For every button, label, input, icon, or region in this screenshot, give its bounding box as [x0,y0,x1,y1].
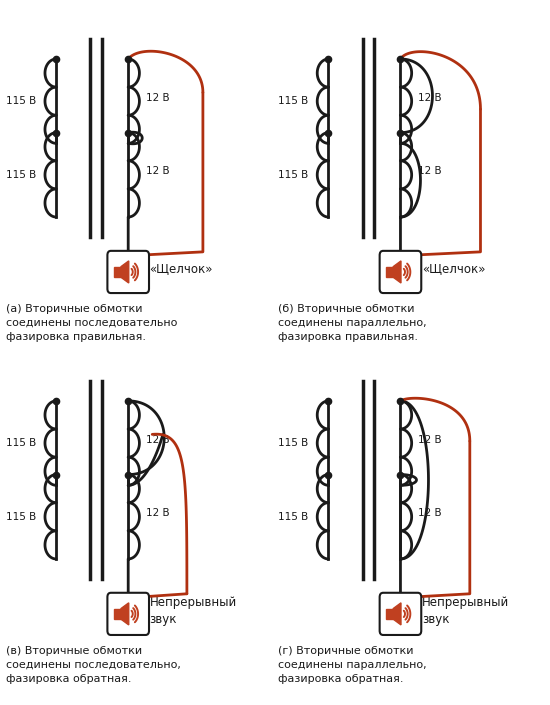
FancyBboxPatch shape [379,251,421,293]
Text: 12 В: 12 В [418,93,442,103]
Text: (б) Вторичные обмотки
соединены параллельно,
фазировка правильная.: (б) Вторичные обмотки соединены параллел… [278,304,426,342]
Polygon shape [121,603,129,625]
FancyBboxPatch shape [107,251,149,293]
Text: 115 В: 115 В [278,512,308,522]
Text: Непрерывный
звук: Непрерывный звук [150,596,237,625]
Polygon shape [393,261,401,283]
Text: 12 В: 12 В [146,508,169,518]
Text: (а) Вторичные обмотки
соединены последовательно
фазировка правильная.: (а) Вторичные обмотки соединены последов… [6,304,177,342]
Text: 12 В: 12 В [418,508,442,518]
Text: 12 В: 12 В [146,166,169,176]
Text: «Щелчок»: «Щелчок» [150,262,213,275]
Polygon shape [121,261,129,283]
Text: 12 В: 12 В [418,166,442,176]
Text: 115 В: 115 В [6,170,36,180]
Text: 12 В: 12 В [418,435,442,445]
Text: 12 В: 12 В [146,93,169,103]
Polygon shape [114,608,121,619]
Text: 115 В: 115 В [278,438,308,448]
Text: Непрерывный
звук: Непрерывный звук [422,596,509,625]
Text: 115 В: 115 В [6,438,36,448]
Text: 115 В: 115 В [278,96,308,106]
Text: 115 В: 115 В [278,170,308,180]
Polygon shape [386,608,393,619]
Text: 12 В: 12 В [146,435,169,445]
Text: (г) Вторичные обмотки
соединены параллельно,
фазировка обратная.: (г) Вторичные обмотки соединены параллел… [278,646,426,684]
FancyBboxPatch shape [107,593,149,635]
FancyBboxPatch shape [379,593,421,635]
Text: (в) Вторичные обмотки
соединены последовательно,
фазировка обратная.: (в) Вторичные обмотки соединены последов… [6,646,180,684]
Text: 115 В: 115 В [6,96,36,106]
Polygon shape [393,603,401,625]
Polygon shape [114,266,121,277]
Polygon shape [386,266,393,277]
Text: 115 В: 115 В [6,512,36,522]
Text: «Щелчок»: «Щелчок» [422,262,485,275]
